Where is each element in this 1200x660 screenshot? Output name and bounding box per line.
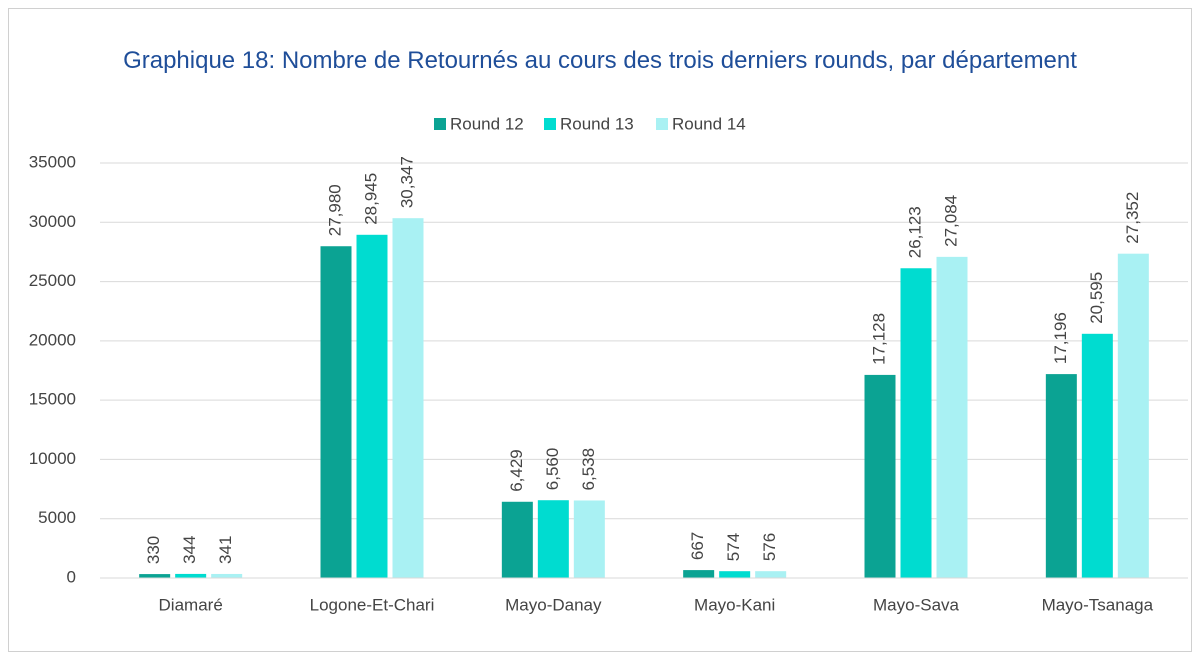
legend-swatch (656, 118, 668, 130)
value-label: 574 (724, 533, 743, 561)
value-label: 330 (144, 536, 163, 564)
value-label: 667 (688, 532, 707, 560)
value-label: 344 (180, 536, 199, 564)
chart-title: Graphique 18: Nombre de Retournés au cou… (123, 47, 1077, 74)
bar (139, 574, 171, 578)
bar (175, 573, 207, 578)
value-label: 17,196 (1051, 312, 1070, 364)
value-label: 20,595 (1087, 272, 1106, 324)
legend-label: Round 12 (450, 114, 524, 133)
legend-label: Round 13 (560, 114, 634, 133)
bar (356, 234, 388, 579)
value-label: 341 (216, 536, 235, 564)
bar (537, 500, 569, 578)
bar (392, 218, 424, 579)
legend-swatch (544, 118, 556, 130)
y-tick-label: 10000 (29, 449, 76, 468)
x-tick-label: Mayo-Sava (873, 595, 960, 614)
x-tick-label: Diamaré (159, 595, 223, 614)
bar (501, 501, 533, 578)
x-tick-label: Mayo-Tsanaga (1042, 595, 1154, 614)
bar (320, 246, 352, 579)
bar (719, 571, 751, 578)
value-label: 6,538 (579, 448, 598, 491)
y-tick-label: 25000 (29, 271, 76, 290)
bar (1117, 253, 1149, 579)
x-tick-label: Mayo-Kani (694, 595, 775, 614)
value-label: 6,560 (543, 448, 562, 491)
value-label: 27,352 (1123, 192, 1142, 244)
bar (1045, 374, 1077, 578)
bar (755, 571, 787, 578)
bar (683, 570, 715, 578)
x-tick-label: Mayo-Danay (505, 595, 602, 614)
bar (211, 573, 243, 578)
bar (864, 374, 896, 578)
value-label: 28,945 (361, 173, 380, 225)
bar (936, 256, 968, 578)
value-label: 17,128 (869, 313, 888, 365)
value-label: 27,980 (325, 184, 344, 236)
bar (573, 500, 605, 578)
value-label: 27,084 (941, 195, 960, 247)
value-label: 30,347 (397, 156, 416, 208)
bar (900, 268, 932, 578)
y-tick-label: 5000 (38, 508, 76, 527)
y-tick-label: 0 (67, 567, 76, 586)
bar (1081, 333, 1113, 578)
value-label: 576 (760, 533, 779, 561)
legend-swatch (434, 118, 446, 130)
x-tick-label: Logone-Et-Chari (310, 595, 435, 614)
value-label: 6,429 (507, 449, 526, 492)
legend-label: Round 14 (672, 114, 746, 133)
y-tick-label: 15000 (29, 390, 76, 409)
y-tick-label: 35000 (29, 152, 76, 171)
value-label: 26,123 (905, 206, 924, 258)
y-tick-label: 20000 (29, 330, 76, 349)
y-tick-label: 30000 (29, 212, 76, 231)
